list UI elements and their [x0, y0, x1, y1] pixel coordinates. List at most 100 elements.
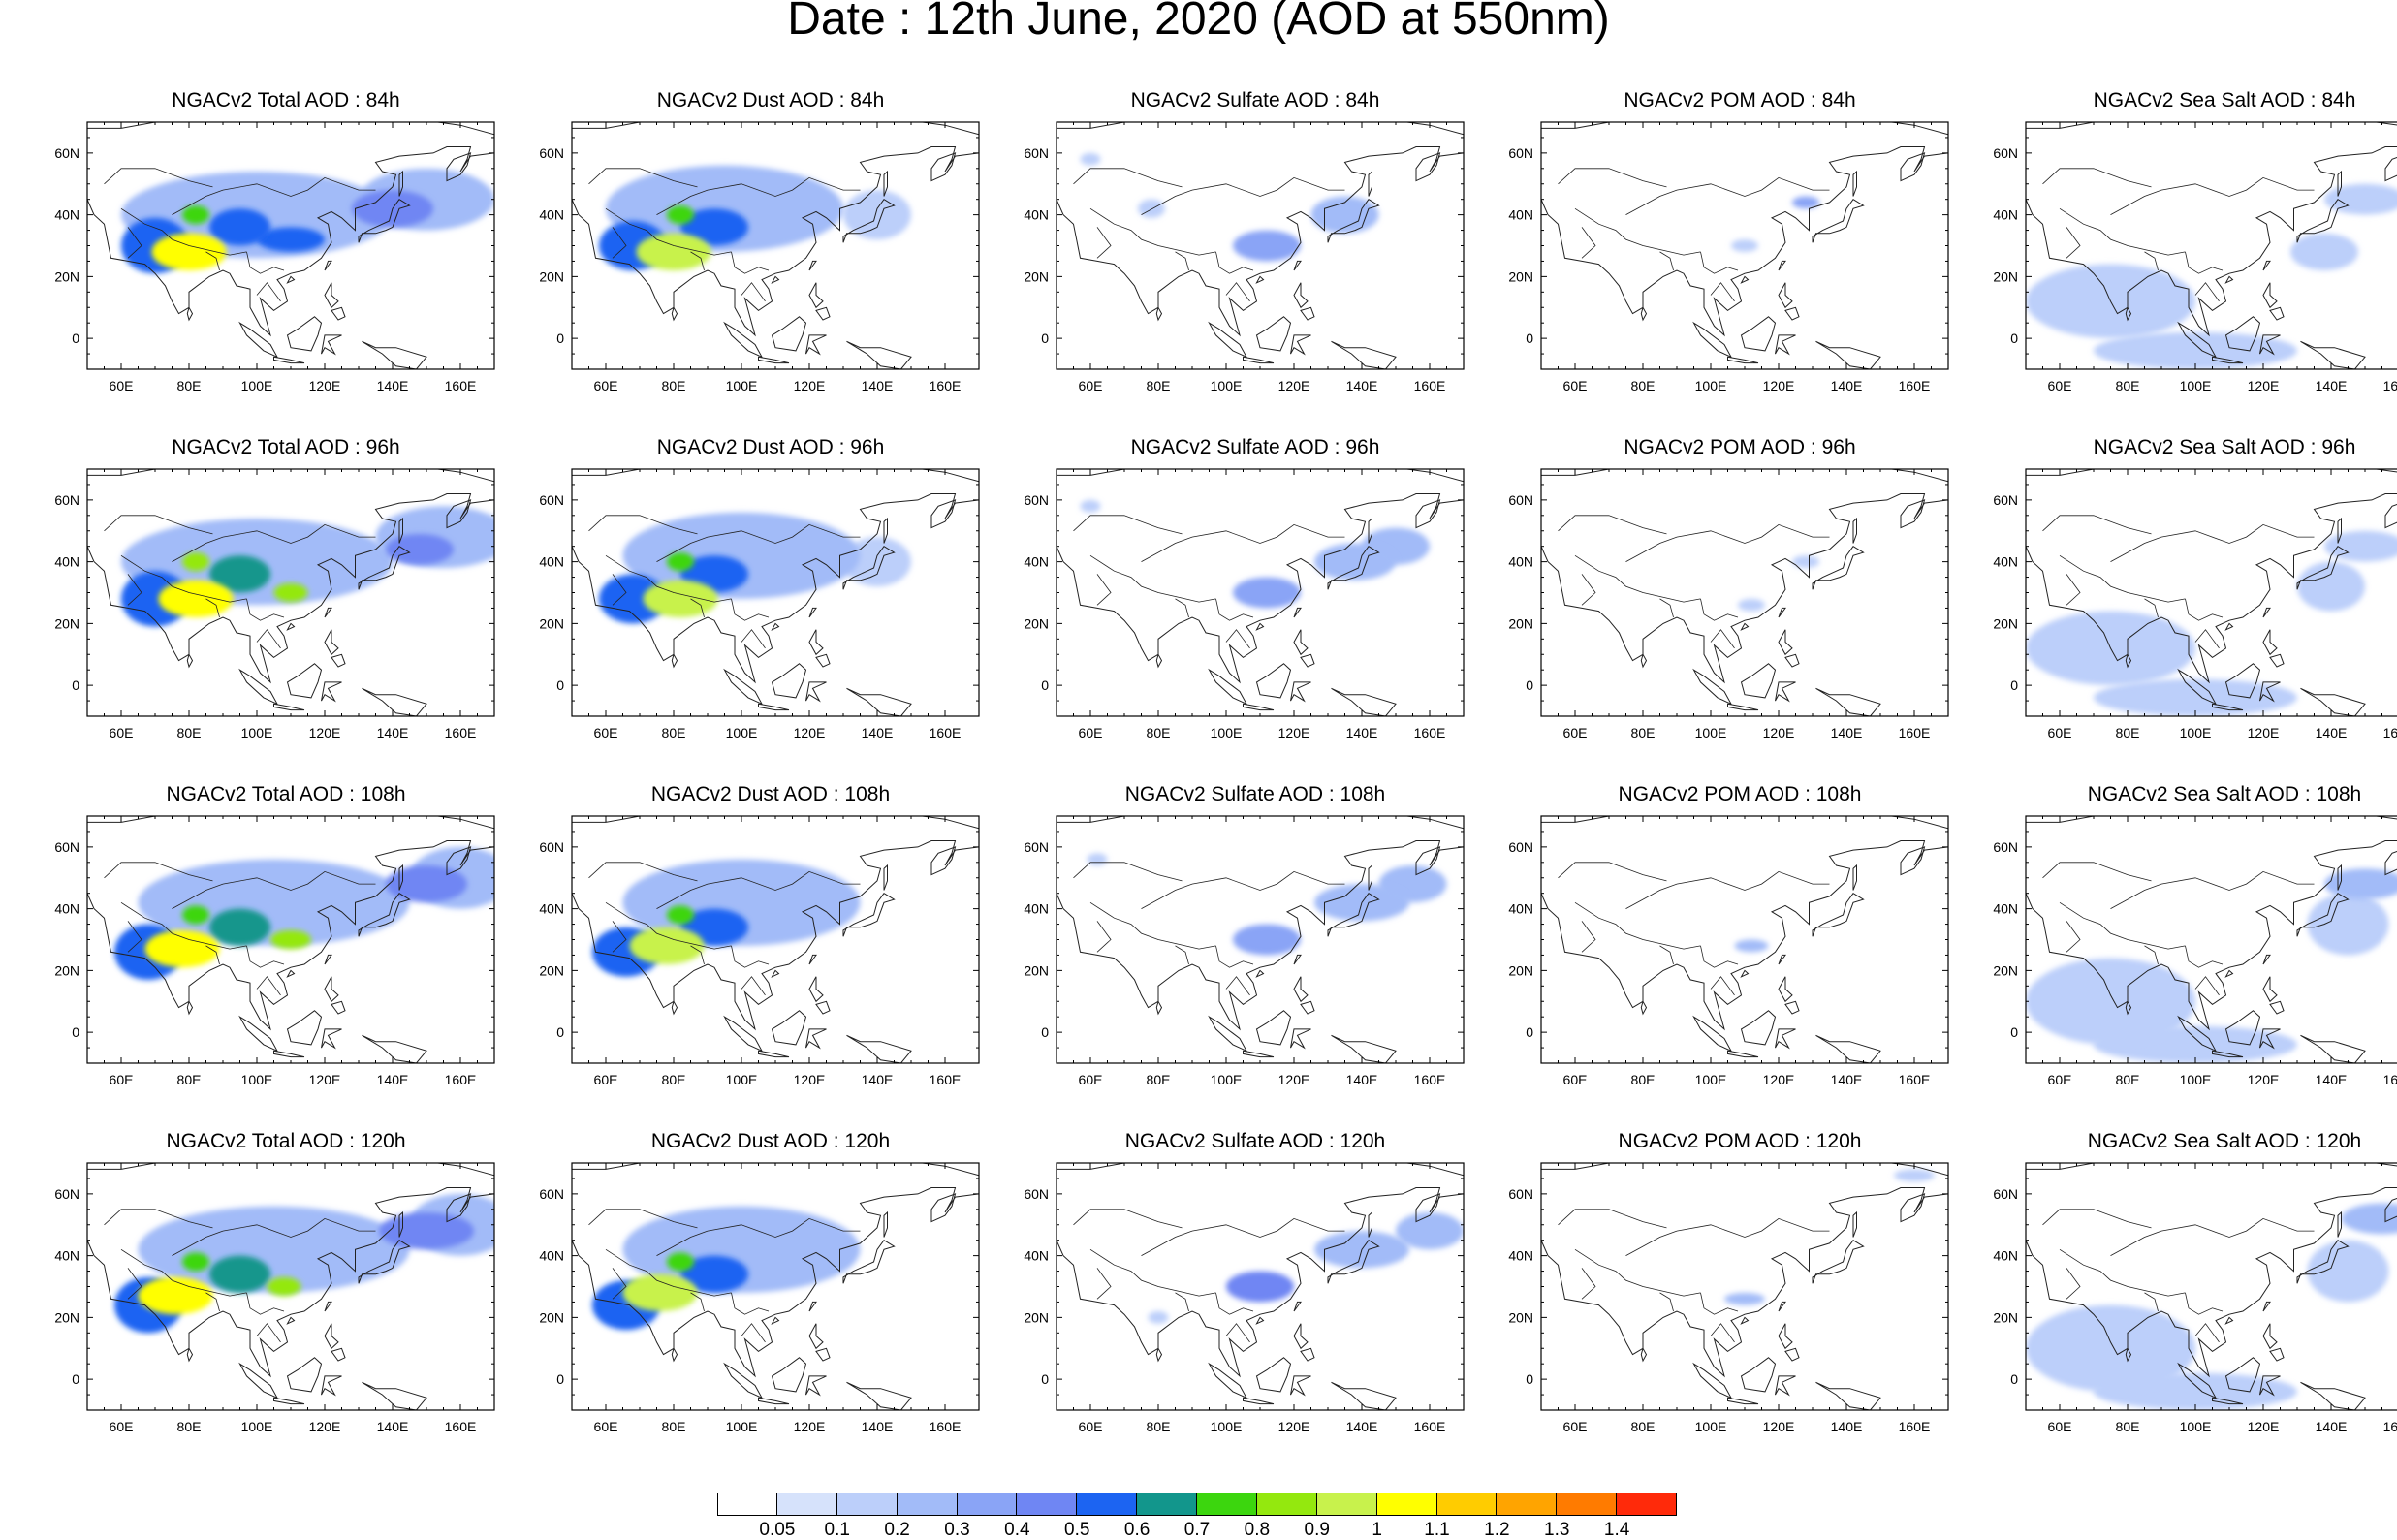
coastline: [2263, 283, 2277, 308]
lon-tick-label: 160E: [1899, 725, 1931, 740]
coastline: [1694, 1364, 1732, 1398]
coastline: [1776, 1376, 1796, 1395]
lat-tick-label: 60N: [539, 492, 564, 508]
country-border: [247, 1293, 285, 1314]
lon-tick-label: 60E: [594, 725, 618, 740]
coastline: [1294, 955, 1301, 964]
country-border: [1660, 1293, 1674, 1311]
lat-tick-label: 60N: [539, 839, 564, 855]
lon-tick-label: 120E: [794, 1072, 826, 1087]
lat-tick-label: 60N: [54, 839, 79, 855]
coastline: [1156, 1001, 1161, 1014]
coastline: [1694, 1017, 1732, 1051]
colorbar-swatch: [1257, 1493, 1317, 1516]
aod-field: [599, 166, 911, 270]
country-border: [2066, 921, 2080, 952]
colorbar-swatch: [1137, 1493, 1197, 1516]
aod-region: [630, 927, 705, 964]
lon-tick-label: 140E: [1346, 725, 1378, 740]
coastline: [1257, 276, 1264, 282]
country-border: [1701, 599, 1739, 620]
country-border: [1142, 1218, 1345, 1255]
lon-tick-label: 60E: [1079, 725, 1103, 740]
lat-tick-label: 40N: [1508, 1248, 1533, 1264]
country-border: [2186, 599, 2224, 620]
lon-tick-label: 160E: [445, 1072, 477, 1087]
coastline: [1853, 865, 1857, 891]
coastline: [816, 307, 830, 320]
coastline: [1257, 1358, 1291, 1392]
lon-tick-label: 80E: [662, 1419, 686, 1434]
coastline: [322, 682, 342, 701]
country-border: [2145, 252, 2159, 270]
colorbar-swatch: [717, 1493, 777, 1516]
lon-tick-label: 140E: [1831, 378, 1863, 393]
lon-tick-label: 160E: [930, 1419, 962, 1434]
coastline: [1776, 682, 1796, 701]
coastline: [2263, 955, 2270, 964]
lon-tick-label: 120E: [309, 1419, 341, 1434]
colorbar-label: 0.05: [748, 1521, 806, 1540]
coastline: [809, 630, 823, 655]
aod-field: [1724, 1169, 1935, 1304]
aod-field: [1735, 940, 1769, 953]
coastline: [725, 1364, 763, 1398]
lat-tick-label: 40N: [54, 207, 79, 223]
country-border: [1582, 574, 1595, 605]
coastline: [1779, 608, 1785, 617]
colorbar-swatch: [958, 1493, 1018, 1516]
lat-tick-label: 0: [1041, 677, 1049, 693]
coastline: [759, 1051, 790, 1056]
lon-tick-label: 160E: [1414, 1072, 1446, 1087]
aod-region: [2324, 184, 2397, 215]
colorbar-swatch: [898, 1493, 958, 1516]
lon-tick-label: 60E: [110, 378, 134, 393]
map-frame: [1541, 816, 1948, 1063]
lon-tick-label: 100E: [2180, 378, 2212, 393]
coastline: [322, 1029, 342, 1048]
lat-tick-label: 20N: [1024, 615, 1049, 631]
lon-tick-label: 160E: [1414, 378, 1446, 393]
lat-tick-label: 0: [2010, 1371, 2018, 1387]
country-border: [1582, 1268, 1595, 1299]
coastline: [1742, 623, 1749, 629]
panel-title: NGACv2 Total AOD : 96h: [44, 436, 528, 459]
coastline: [1742, 276, 1749, 282]
colorbar-swatch: [1197, 1493, 1257, 1516]
country-border: [1626, 1218, 1830, 1255]
lon-tick-label: 80E: [2116, 1419, 2140, 1434]
colorbar-label: 1.4: [1588, 1521, 1646, 1540]
aod-region: [1233, 231, 1301, 262]
lat-tick-label: 20N: [1508, 268, 1533, 284]
lat-tick-label: 40N: [539, 901, 564, 917]
coastline: [288, 317, 322, 351]
lat-tick-label: 0: [1526, 1024, 1533, 1040]
coastline: [1742, 664, 1776, 698]
country-border: [1074, 516, 1183, 534]
coastline: [806, 682, 827, 701]
country-border: [1575, 208, 1701, 255]
lon-tick-label: 100E: [726, 725, 758, 740]
colorbar-label: 0.8: [1228, 1521, 1286, 1540]
coastline: [1257, 664, 1291, 698]
coastline: [2263, 261, 2270, 270]
lon-tick-label: 120E: [1763, 378, 1795, 393]
lon-tick-label: 100E: [2180, 1419, 2212, 1434]
lon-tick-label: 100E: [1211, 1419, 1243, 1434]
panel-title: NGACv2 Total AOD : 84h: [44, 89, 528, 112]
lat-tick-label: 40N: [1993, 207, 2018, 223]
lat-tick-label: 60N: [1024, 492, 1049, 508]
lat-tick-label: 20N: [54, 1309, 79, 1325]
coastline: [1853, 172, 1857, 197]
coastline: [1294, 1324, 1308, 1349]
